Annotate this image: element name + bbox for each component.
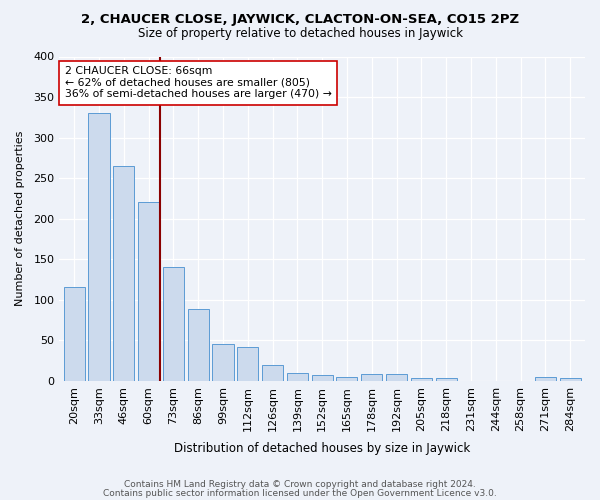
- X-axis label: Distribution of detached houses by size in Jaywick: Distribution of detached houses by size …: [174, 442, 470, 455]
- Bar: [212, 344, 233, 381]
- Text: Size of property relative to detached houses in Jaywick: Size of property relative to detached ho…: [137, 28, 463, 40]
- Bar: [64, 287, 85, 381]
- Text: 2 CHAUCER CLOSE: 66sqm
← 62% of detached houses are smaller (805)
36% of semi-de: 2 CHAUCER CLOSE: 66sqm ← 62% of detached…: [65, 66, 331, 100]
- Bar: [113, 166, 134, 381]
- Y-axis label: Number of detached properties: Number of detached properties: [15, 131, 25, 306]
- Bar: [361, 374, 382, 381]
- Text: 2, CHAUCER CLOSE, JAYWICK, CLACTON-ON-SEA, CO15 2PZ: 2, CHAUCER CLOSE, JAYWICK, CLACTON-ON-SE…: [81, 12, 519, 26]
- Bar: [386, 374, 407, 381]
- Bar: [88, 114, 110, 381]
- Bar: [287, 373, 308, 381]
- Bar: [237, 347, 259, 381]
- Bar: [262, 366, 283, 381]
- Bar: [535, 377, 556, 381]
- Bar: [311, 375, 332, 381]
- Bar: [436, 378, 457, 381]
- Bar: [163, 266, 184, 381]
- Bar: [560, 378, 581, 381]
- Bar: [411, 378, 432, 381]
- Bar: [188, 308, 209, 381]
- Text: Contains HM Land Registry data © Crown copyright and database right 2024.: Contains HM Land Registry data © Crown c…: [124, 480, 476, 489]
- Text: Contains public sector information licensed under the Open Government Licence v3: Contains public sector information licen…: [103, 490, 497, 498]
- Bar: [337, 377, 358, 381]
- Bar: [138, 202, 159, 381]
